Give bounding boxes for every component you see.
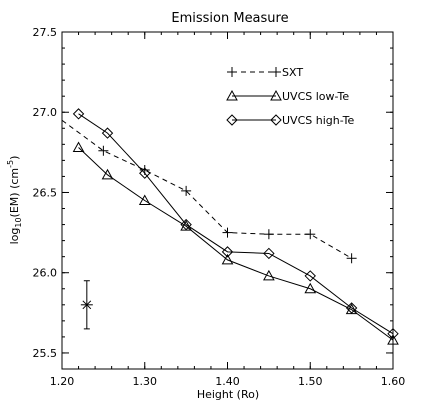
y-axis-label-subscript: 10 xyxy=(14,217,23,227)
y-tick-label: 25.5 xyxy=(33,347,58,360)
error-bar-sample xyxy=(80,280,93,330)
x-axis: 1.20 1.30 1.40 1.50 1.60 xyxy=(50,32,406,388)
plus-marker xyxy=(222,227,233,238)
y-axis-label-middle: (EM) (cm xyxy=(8,168,21,218)
diamond-marker xyxy=(139,167,151,179)
diamond-marker xyxy=(263,247,275,260)
triangle-marker xyxy=(387,334,399,345)
legend-marker xyxy=(227,67,237,77)
legend-label: UVCS low-Te xyxy=(282,90,349,103)
y-axis-label: log10(EM) (cm-5) xyxy=(6,156,23,245)
legend-item-sxt: SXT xyxy=(227,66,303,79)
x-tick-label: 1.60 xyxy=(381,375,406,388)
legend-marker xyxy=(270,114,282,126)
series-sxt xyxy=(61,119,357,264)
y-axis-label-superscript: -5 xyxy=(6,160,15,168)
plus-marker xyxy=(305,229,316,240)
diamond-marker xyxy=(221,246,234,258)
plus-marker xyxy=(98,145,109,156)
legend-item-uvcs-low-te: UVCS low-Te xyxy=(226,89,349,103)
legend-marker xyxy=(226,114,238,126)
triangle-marker xyxy=(263,269,275,281)
x-tick-label: 1.20 xyxy=(50,375,75,388)
legend-label: UVCS high-Te xyxy=(282,114,355,127)
plot-frame xyxy=(61,31,394,370)
y-tick-label: 27.5 xyxy=(33,26,58,39)
plus-marker xyxy=(263,229,274,240)
y-tick-label: 27.0 xyxy=(33,106,58,119)
series-line-uvcs-high-te xyxy=(78,113,394,335)
legend-marker xyxy=(226,89,238,101)
y-tick-label: 26.0 xyxy=(33,267,58,280)
x-tick-label: 1.40 xyxy=(215,375,240,388)
series-line-uvcs-low-te xyxy=(78,147,394,341)
legend: SXT UVCS low-Te UVCS high-Te xyxy=(226,66,355,127)
diamond-marker xyxy=(345,302,358,314)
legend-label: SXT xyxy=(282,66,303,79)
y-axis-label-suffix: ) xyxy=(8,156,21,160)
legend-item-uvcs-high-te: UVCS high-Te xyxy=(226,114,355,127)
series-uvcs-high-te xyxy=(72,108,399,340)
chart-title: Emission Measure xyxy=(171,11,288,26)
series-group xyxy=(61,108,399,345)
triangle-marker xyxy=(138,194,151,205)
legend-marker xyxy=(270,89,282,101)
triangle-marker xyxy=(304,282,317,294)
diamond-marker xyxy=(387,327,399,340)
diamond-marker xyxy=(180,218,192,231)
diamond-marker xyxy=(304,270,316,282)
legend-marker xyxy=(271,67,281,77)
x-tick-label: 1.30 xyxy=(133,375,158,388)
plus-marker xyxy=(181,185,192,196)
plus-marker xyxy=(346,253,357,264)
x-tick-label: 1.50 xyxy=(298,375,323,388)
y-axis-label-prefix: log xyxy=(8,228,21,245)
diamond-marker xyxy=(72,108,85,120)
triangle-marker xyxy=(72,141,85,153)
error-bar-center-d2 xyxy=(82,300,92,310)
series-uvcs-low-te xyxy=(72,141,399,345)
diamond-marker xyxy=(101,127,114,139)
y-axis: 25.5 26.0 26.5 27.0 27.5 xyxy=(33,26,393,370)
x-axis-label: Height (Ro) xyxy=(197,388,259,401)
triangle-marker xyxy=(221,253,234,265)
series-line-sxt xyxy=(61,119,352,259)
y-tick-label: 26.5 xyxy=(33,186,58,199)
triangle-marker xyxy=(101,168,114,180)
